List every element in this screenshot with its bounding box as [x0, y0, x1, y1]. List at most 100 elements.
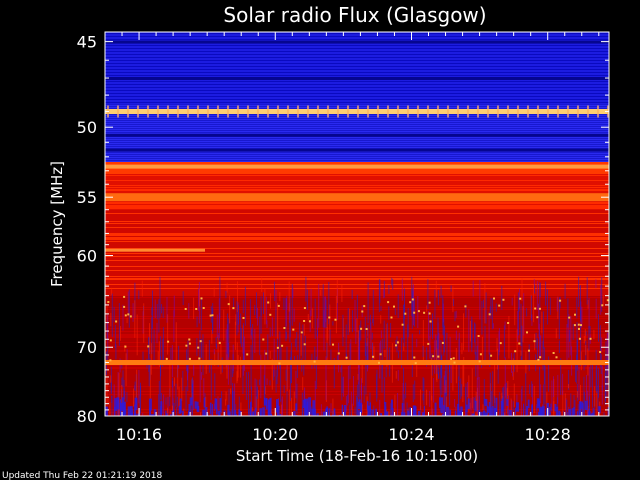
frequency-row — [105, 377, 609, 378]
noise-streak — [588, 411, 591, 416]
noise-streak — [212, 404, 214, 416]
noise-streak — [401, 403, 404, 416]
sparkle-point — [539, 356, 542, 359]
frequency-row — [105, 356, 609, 357]
noise-streak — [134, 397, 138, 411]
noise-streak — [422, 377, 424, 391]
noise-streak — [254, 304, 256, 316]
noise-streak — [588, 337, 590, 351]
comb-tick — [167, 105, 169, 118]
noise-streak — [117, 372, 119, 415]
sparkle-point — [441, 341, 444, 344]
noise-streak — [543, 347, 545, 385]
noise-streak — [444, 392, 446, 414]
noise-streak — [471, 368, 473, 409]
bright-band — [105, 360, 609, 365]
sparkle-point — [526, 331, 528, 334]
frequency-row — [105, 192, 609, 193]
frequency-row — [105, 183, 609, 184]
frequency-row — [105, 65, 609, 66]
noise-streak — [372, 289, 374, 326]
noise-streak — [244, 336, 245, 371]
frequency-row — [105, 63, 609, 64]
frequency-row — [105, 284, 609, 285]
noise-streak — [533, 386, 535, 414]
sparkle-point — [328, 316, 331, 319]
noise-streak — [504, 412, 505, 416]
noise-streak — [360, 402, 363, 413]
noise-streak — [283, 297, 285, 310]
noise-streak — [468, 309, 470, 352]
noise-streak — [202, 415, 204, 416]
noise-streak — [323, 414, 326, 416]
noise-streak — [232, 368, 234, 377]
frequency-row — [105, 72, 609, 73]
frequency-row — [105, 68, 609, 69]
frequency-row — [105, 220, 609, 221]
noise-streak — [230, 409, 232, 416]
frequency-row — [105, 61, 609, 62]
noise-streak — [205, 407, 208, 416]
noise-streak — [325, 407, 329, 416]
noise-streak — [578, 367, 580, 400]
noise-streak — [214, 373, 216, 397]
noise-streak — [565, 398, 567, 416]
frequency-row — [105, 224, 609, 225]
noise-streak — [429, 336, 431, 359]
noise-streak — [483, 299, 484, 308]
noise-streak — [314, 408, 317, 416]
noise-streak — [531, 381, 533, 398]
frequency-row — [105, 121, 609, 122]
noise-streak — [234, 410, 237, 416]
noise-streak — [520, 350, 522, 356]
noise-streak — [406, 402, 408, 416]
noise-streak — [536, 280, 538, 311]
noise-streak — [110, 312, 112, 327]
sparkle-point — [188, 357, 191, 360]
noise-streak — [340, 367, 342, 373]
noise-streak — [113, 384, 115, 416]
sparkle-point — [578, 337, 581, 340]
noise-streak — [225, 391, 227, 401]
noise-streak — [465, 404, 468, 413]
noise-streak — [326, 342, 328, 358]
sparkle-point — [395, 344, 397, 347]
frequency-row — [105, 232, 609, 233]
sparkle-point — [498, 304, 501, 307]
sparkle-point — [303, 343, 306, 346]
frequency-row — [105, 375, 609, 376]
frequency-row — [105, 280, 609, 281]
comb-tick — [527, 105, 529, 118]
noise-streak — [159, 276, 161, 318]
frequency-row — [105, 250, 609, 251]
noise-streak — [130, 406, 133, 416]
noise-streak — [490, 391, 492, 408]
frequency-row — [105, 241, 609, 242]
noise-streak — [580, 401, 583, 409]
noise-streak — [560, 358, 562, 395]
noise-streak — [525, 409, 527, 416]
spectrogram-plot-area — [105, 32, 609, 423]
noise-streak — [416, 338, 418, 348]
frequency-row — [105, 273, 609, 274]
noise-streak — [504, 357, 506, 398]
noise-streak — [351, 403, 353, 416]
noise-streak — [379, 279, 381, 303]
noise-streak — [266, 378, 268, 385]
noise-streak — [228, 318, 230, 358]
noise-streak — [121, 377, 123, 387]
noise-streak — [254, 407, 257, 416]
noise-streak — [303, 323, 305, 336]
frequency-row — [105, 133, 609, 134]
noise-streak — [356, 294, 358, 320]
noise-streak — [474, 416, 475, 423]
noise-streak — [242, 365, 244, 394]
sparkle-point — [165, 357, 168, 360]
noise-streak — [570, 393, 572, 416]
updated-timestamp: Updated Thu Feb 22 01:21:19 2018 — [2, 471, 163, 480]
noise-streak — [347, 308, 349, 335]
sparkle-point — [303, 307, 306, 309]
noise-streak — [303, 365, 305, 376]
noise-streak — [182, 370, 184, 391]
sparkle-point — [127, 313, 130, 316]
